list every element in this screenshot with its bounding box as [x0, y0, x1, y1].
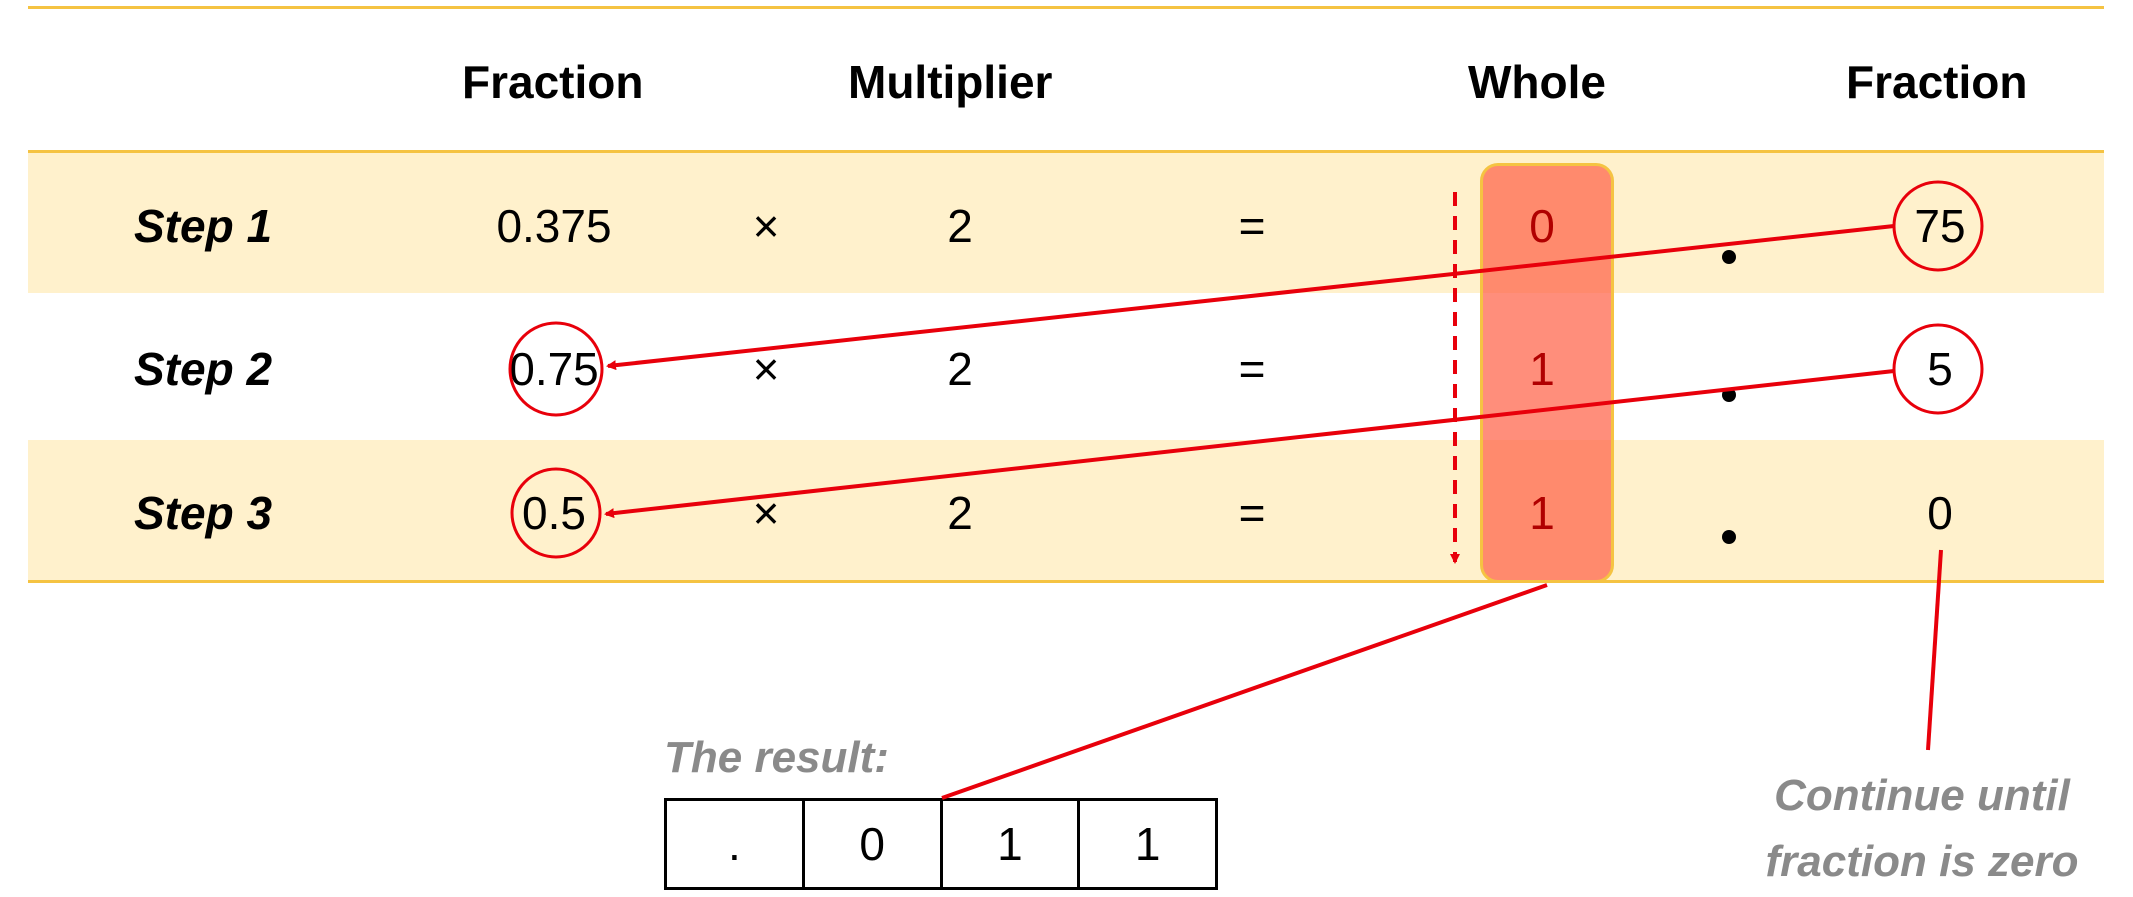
result-cell-point: .: [667, 801, 805, 887]
step-1-label: Step 1: [134, 200, 273, 252]
header-multiplier: Multiplier: [848, 56, 1053, 108]
result-cell-bit-3: 1: [1134, 818, 1161, 870]
whole-column-highlight: [1480, 163, 1614, 583]
result-register: . 0 1 1: [664, 798, 1218, 890]
step-3-multiplier: 2: [947, 487, 973, 539]
result-label: The result:: [664, 733, 889, 782]
circle-step-3-fraction: [510, 467, 602, 559]
step-2-fraction-out: 5: [1927, 343, 1953, 395]
step-2-multiplier: 2: [947, 343, 973, 395]
step-1-band: [28, 153, 2104, 293]
step-3-whole: 1: [1529, 487, 1555, 539]
result-cell-bit-1: 0: [805, 801, 943, 887]
step-3-fraction: 0.5: [522, 487, 586, 539]
step-2-label: Step 2: [134, 343, 273, 395]
carry-arrow-5: [604, 369, 1895, 519]
top-rule: [28, 6, 2104, 9]
zero-to-note-line: [1926, 549, 1943, 751]
header-rule: [28, 150, 2104, 153]
step-3-fraction-out: 0: [1927, 487, 1953, 539]
step-2-equals: =: [1238, 343, 1266, 395]
step-1-fraction-out: 75: [1914, 200, 1966, 252]
step-1-point: [1722, 250, 1736, 264]
step-1-whole: 0: [1529, 200, 1555, 252]
whole-to-result-line: [941, 583, 1548, 800]
step-3-label: Step 3: [134, 487, 273, 539]
header-fraction-out: Fraction: [1846, 56, 2028, 108]
header-fraction-in: Fraction: [462, 56, 644, 108]
step-3-equals: =: [1238, 487, 1266, 539]
circle-step-1-fraction-out: [1892, 180, 1984, 272]
step-1-equals: =: [1238, 200, 1266, 252]
step-1-times: ×: [752, 200, 780, 252]
step-1-fraction: 0.375: [496, 200, 612, 252]
circle-step-2-fraction: [508, 321, 604, 417]
continue-note-line-1: Continue until: [1774, 771, 2070, 820]
step-2-whole: 1: [1529, 343, 1555, 395]
continue-note-line-2: fraction is zero: [1765, 837, 2079, 886]
step-1-multiplier: 2: [947, 200, 973, 252]
carry-arrow-75: [606, 224, 1895, 371]
bottom-rule: [28, 580, 2104, 583]
header-whole: Whole: [1468, 56, 1606, 108]
step-3-point: [1722, 530, 1736, 544]
step-2-fraction: 0.75: [509, 343, 599, 395]
circle-step-2-fraction-out: [1892, 323, 1984, 415]
result-cell-bit-2: 1: [943, 801, 1081, 887]
